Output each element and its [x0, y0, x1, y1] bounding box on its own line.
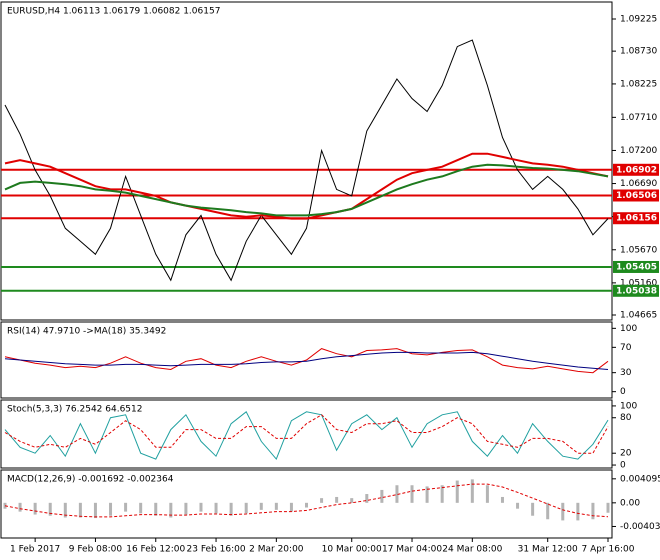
level-label-box	[613, 284, 659, 297]
histogram-bar	[606, 502, 610, 513]
y-tick-label: 70	[620, 343, 632, 353]
level-label: 1.06902	[616, 165, 657, 175]
y-tick-label: 1.08730	[620, 47, 657, 57]
y-tick-label: 1.08225	[620, 79, 657, 89]
series-line	[4, 152, 609, 220]
series-line	[4, 351, 609, 370]
histogram-bar	[274, 502, 278, 510]
panel-title: MACD(12,26,9) -0.001692 -0.002364	[7, 475, 174, 485]
histogram-bar	[531, 502, 535, 516]
histogram-bar	[320, 498, 324, 503]
y-tick-label: 30	[620, 368, 632, 378]
level-label-box	[613, 189, 659, 202]
x-tick-label: 23 Feb 16:00	[187, 545, 246, 555]
histogram-bar	[139, 502, 143, 514]
histogram-bar	[214, 502, 218, 514]
histogram-bar	[109, 502, 113, 516]
y-tick-label: 0.004095	[620, 474, 660, 484]
series-line	[4, 483, 609, 518]
histogram-bar	[455, 480, 459, 503]
y-tick-label: 1.09225	[620, 15, 657, 25]
y-tick-label: 100	[620, 401, 637, 411]
y-tick-label: 0	[620, 461, 626, 471]
histogram-bar	[199, 502, 203, 512]
panel-frame	[0, 1, 613, 321]
panel-frame	[0, 469, 613, 539]
y-tick-label: 100	[620, 324, 637, 334]
level-label-box	[613, 163, 659, 176]
x-tick-label: 1 Feb 2017	[10, 545, 60, 555]
panel-title: RSI(14) 47.9710 ->MA(18) 35.3492	[7, 327, 166, 337]
x-tick-label: 9 Feb 08:00	[69, 545, 123, 555]
histogram-bar	[500, 496, 504, 503]
y-tick-label: 1.04665	[620, 311, 657, 321]
panel-title: EURUSD,H4 1.06113 1.06179 1.06082 1.0615…	[7, 7, 220, 17]
histogram-bar	[516, 502, 520, 509]
histogram-bar	[184, 502, 188, 515]
histogram-bar	[410, 485, 414, 503]
y-tick-label: 1.06690	[620, 179, 657, 189]
y-tick-label: 1.05670	[620, 245, 657, 255]
histogram-bar	[169, 502, 173, 518]
x-tick-label: 17 Mar 04:00	[382, 545, 442, 555]
histogram-bar	[576, 502, 580, 521]
x-tick-label: 31 Mar 12:00	[518, 545, 578, 555]
y-tick-label: 20	[620, 449, 632, 459]
panel-title: Stoch(5,3,3) 76.2542 64.6512	[7, 405, 142, 415]
series-line	[4, 411, 609, 461]
histogram-bar	[440, 485, 444, 503]
y-tick-label: 0	[620, 387, 626, 397]
histogram-bar	[305, 502, 308, 508]
level-label-box	[613, 212, 659, 225]
histogram-bar	[259, 502, 263, 510]
y-tick-label: 80	[620, 413, 632, 423]
histogram-bar	[485, 485, 489, 503]
histogram-bar	[395, 485, 399, 503]
histogram-bar	[33, 502, 37, 515]
y-tick-label: 0.00	[620, 498, 640, 508]
histogram-bar	[425, 486, 429, 503]
histogram-bar	[380, 489, 384, 503]
y-tick-label: -0.004033	[620, 522, 660, 532]
x-tick-label: 24 Mar 08:00	[442, 545, 502, 555]
histogram-bar	[18, 502, 22, 512]
histogram-bar	[470, 479, 474, 503]
histogram-bar	[63, 502, 67, 518]
histogram-bar	[365, 494, 369, 503]
level-label: 1.05405	[616, 262, 657, 272]
panel-frame	[0, 321, 613, 399]
y-tick-label: 1.07200	[620, 146, 657, 156]
x-tick-label: 2 Mar 20:00	[249, 545, 304, 555]
x-tick-label: 7 Apr 16:00	[582, 545, 635, 555]
histogram-bar	[154, 502, 158, 516]
level-label: 1.06506	[616, 191, 657, 201]
histogram-bar	[350, 498, 354, 503]
histogram-bar	[48, 502, 52, 516]
x-tick-label: 16 Feb 12:00	[126, 545, 185, 555]
series-line	[4, 39, 609, 282]
histogram-bar	[93, 502, 97, 519]
series-line	[4, 414, 609, 454]
histogram-bar	[561, 502, 565, 521]
histogram-bar	[591, 502, 595, 520]
histogram-bar	[546, 502, 550, 520]
level-label: 1.06156	[616, 214, 657, 224]
histogram-bar	[289, 502, 293, 512]
histogram-bar	[335, 496, 339, 503]
level-label: 1.05038	[616, 286, 657, 296]
histogram-bar	[244, 502, 248, 514]
y-tick-label: 1.05160	[620, 278, 657, 288]
histogram-bar	[124, 502, 128, 512]
histogram-bar	[3, 502, 7, 509]
y-tick-label: 1.07710	[620, 113, 657, 123]
x-tick-label: 10 Mar 00:00	[322, 545, 382, 555]
histogram-bar	[78, 502, 82, 518]
histogram-bar	[229, 502, 233, 516]
panel-frame	[0, 399, 613, 469]
series-line	[4, 163, 609, 217]
level-label-box	[613, 260, 659, 273]
